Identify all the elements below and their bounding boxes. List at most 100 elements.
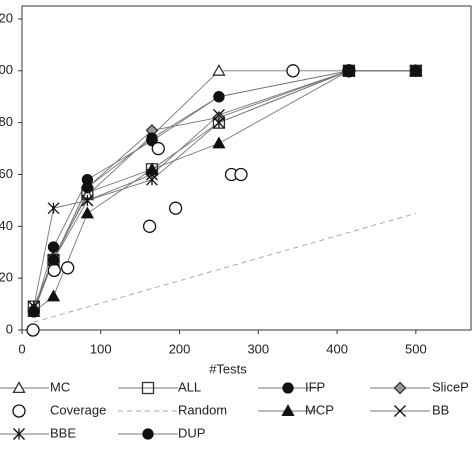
legend-label: SliceP	[432, 379, 469, 394]
marker-shape	[12, 404, 26, 418]
marker	[212, 63, 226, 76]
marker	[13, 428, 25, 440]
x-tick-label: 100	[90, 341, 112, 356]
marker-shape	[146, 132, 158, 144]
marker-shape	[410, 65, 422, 77]
legend-item: ALL	[118, 379, 201, 394]
marker-shape	[47, 263, 61, 278]
legend-label: IFP	[305, 379, 325, 394]
y-tick-label: 0	[6, 321, 13, 336]
marker-shape	[142, 219, 157, 233]
x-tick-label: 400	[326, 341, 348, 356]
marker-shape	[46, 289, 61, 302]
marker	[28, 306, 40, 318]
y-tick-label: 120	[0, 10, 13, 25]
marker	[61, 261, 75, 275]
marker	[80, 206, 94, 219]
marker-shape	[151, 141, 165, 156]
marker-shape	[26, 323, 40, 337]
legend-item: MC	[0, 379, 70, 394]
x-axis-label: #Tests	[209, 361, 247, 376]
legend-label: DUP	[178, 425, 205, 440]
marker	[46, 289, 61, 302]
y-tick-label: 20	[0, 270, 13, 285]
marker	[146, 132, 158, 144]
marker	[145, 162, 159, 175]
x-tick-label: 200	[169, 341, 191, 356]
y-tick-label: 40	[0, 218, 13, 233]
marker-shape	[212, 136, 226, 149]
plot-frame	[21, 5, 472, 331]
legend-label: MC	[50, 379, 70, 394]
marker	[47, 241, 60, 253]
marker-shape	[47, 241, 60, 253]
marker	[47, 202, 60, 215]
legend-label: BB	[432, 402, 449, 417]
legend-item: Coverage	[12, 402, 106, 418]
marker-shape	[47, 254, 60, 266]
marker	[286, 64, 300, 78]
legend-label: ALL	[178, 379, 201, 394]
marker-shape	[213, 91, 225, 103]
marker	[47, 254, 60, 266]
marker	[212, 136, 226, 149]
marker	[212, 116, 225, 129]
marker-shape	[282, 382, 294, 394]
marker-shape	[393, 381, 407, 395]
legend-item: BBE	[0, 425, 76, 440]
legend-item: IFP	[258, 379, 325, 394]
marker	[142, 219, 157, 233]
legend-item: MCP	[258, 402, 334, 417]
marker	[141, 381, 155, 395]
legend-item: DUP	[118, 425, 205, 440]
legend-item: SliceP	[370, 379, 469, 394]
marker	[12, 404, 26, 418]
x-tick-label: 500	[405, 341, 427, 356]
marker-shape	[12, 381, 26, 394]
marker-shape	[234, 167, 248, 182]
marker-shape	[168, 201, 183, 215]
marker	[281, 404, 295, 417]
marker	[168, 201, 183, 215]
marker-shape	[80, 206, 94, 219]
legend-item: BB	[370, 402, 449, 417]
series-line	[33, 212, 416, 323]
x-tick-label: 300	[247, 341, 269, 356]
marker-shape	[141, 381, 155, 395]
marker-shape	[281, 404, 295, 417]
marker	[47, 263, 61, 278]
legend-item: Random	[118, 402, 227, 417]
legend-label: MCP	[305, 402, 334, 417]
marker	[12, 381, 26, 394]
y-tick-label: 100	[0, 62, 13, 77]
x-tick-label: 0	[18, 341, 25, 356]
marker	[213, 91, 225, 103]
legend-label: Random	[178, 402, 227, 417]
marker	[146, 173, 158, 186]
marker-shape	[61, 261, 75, 275]
marker	[142, 428, 154, 440]
marker	[343, 65, 355, 77]
marker	[234, 167, 248, 182]
y-tick-label: 80	[0, 114, 13, 129]
legend-label: Coverage	[50, 402, 106, 417]
marker	[282, 382, 294, 394]
marker-shape	[28, 306, 40, 318]
marker-shape	[81, 181, 94, 194]
y-tick-label: 60	[0, 166, 13, 181]
marker	[410, 65, 422, 77]
marker	[393, 381, 407, 395]
marker-shape	[142, 428, 154, 440]
marker	[81, 194, 94, 207]
marker	[151, 141, 165, 156]
marker	[394, 405, 406, 417]
marker-shape	[343, 65, 355, 77]
legend-label: BBE	[50, 425, 76, 440]
marker-shape	[394, 405, 406, 417]
marker-shape	[286, 64, 300, 78]
marker-shape	[145, 162, 159, 175]
marker	[81, 181, 94, 194]
marker-shape	[212, 63, 226, 76]
marker	[26, 323, 40, 337]
